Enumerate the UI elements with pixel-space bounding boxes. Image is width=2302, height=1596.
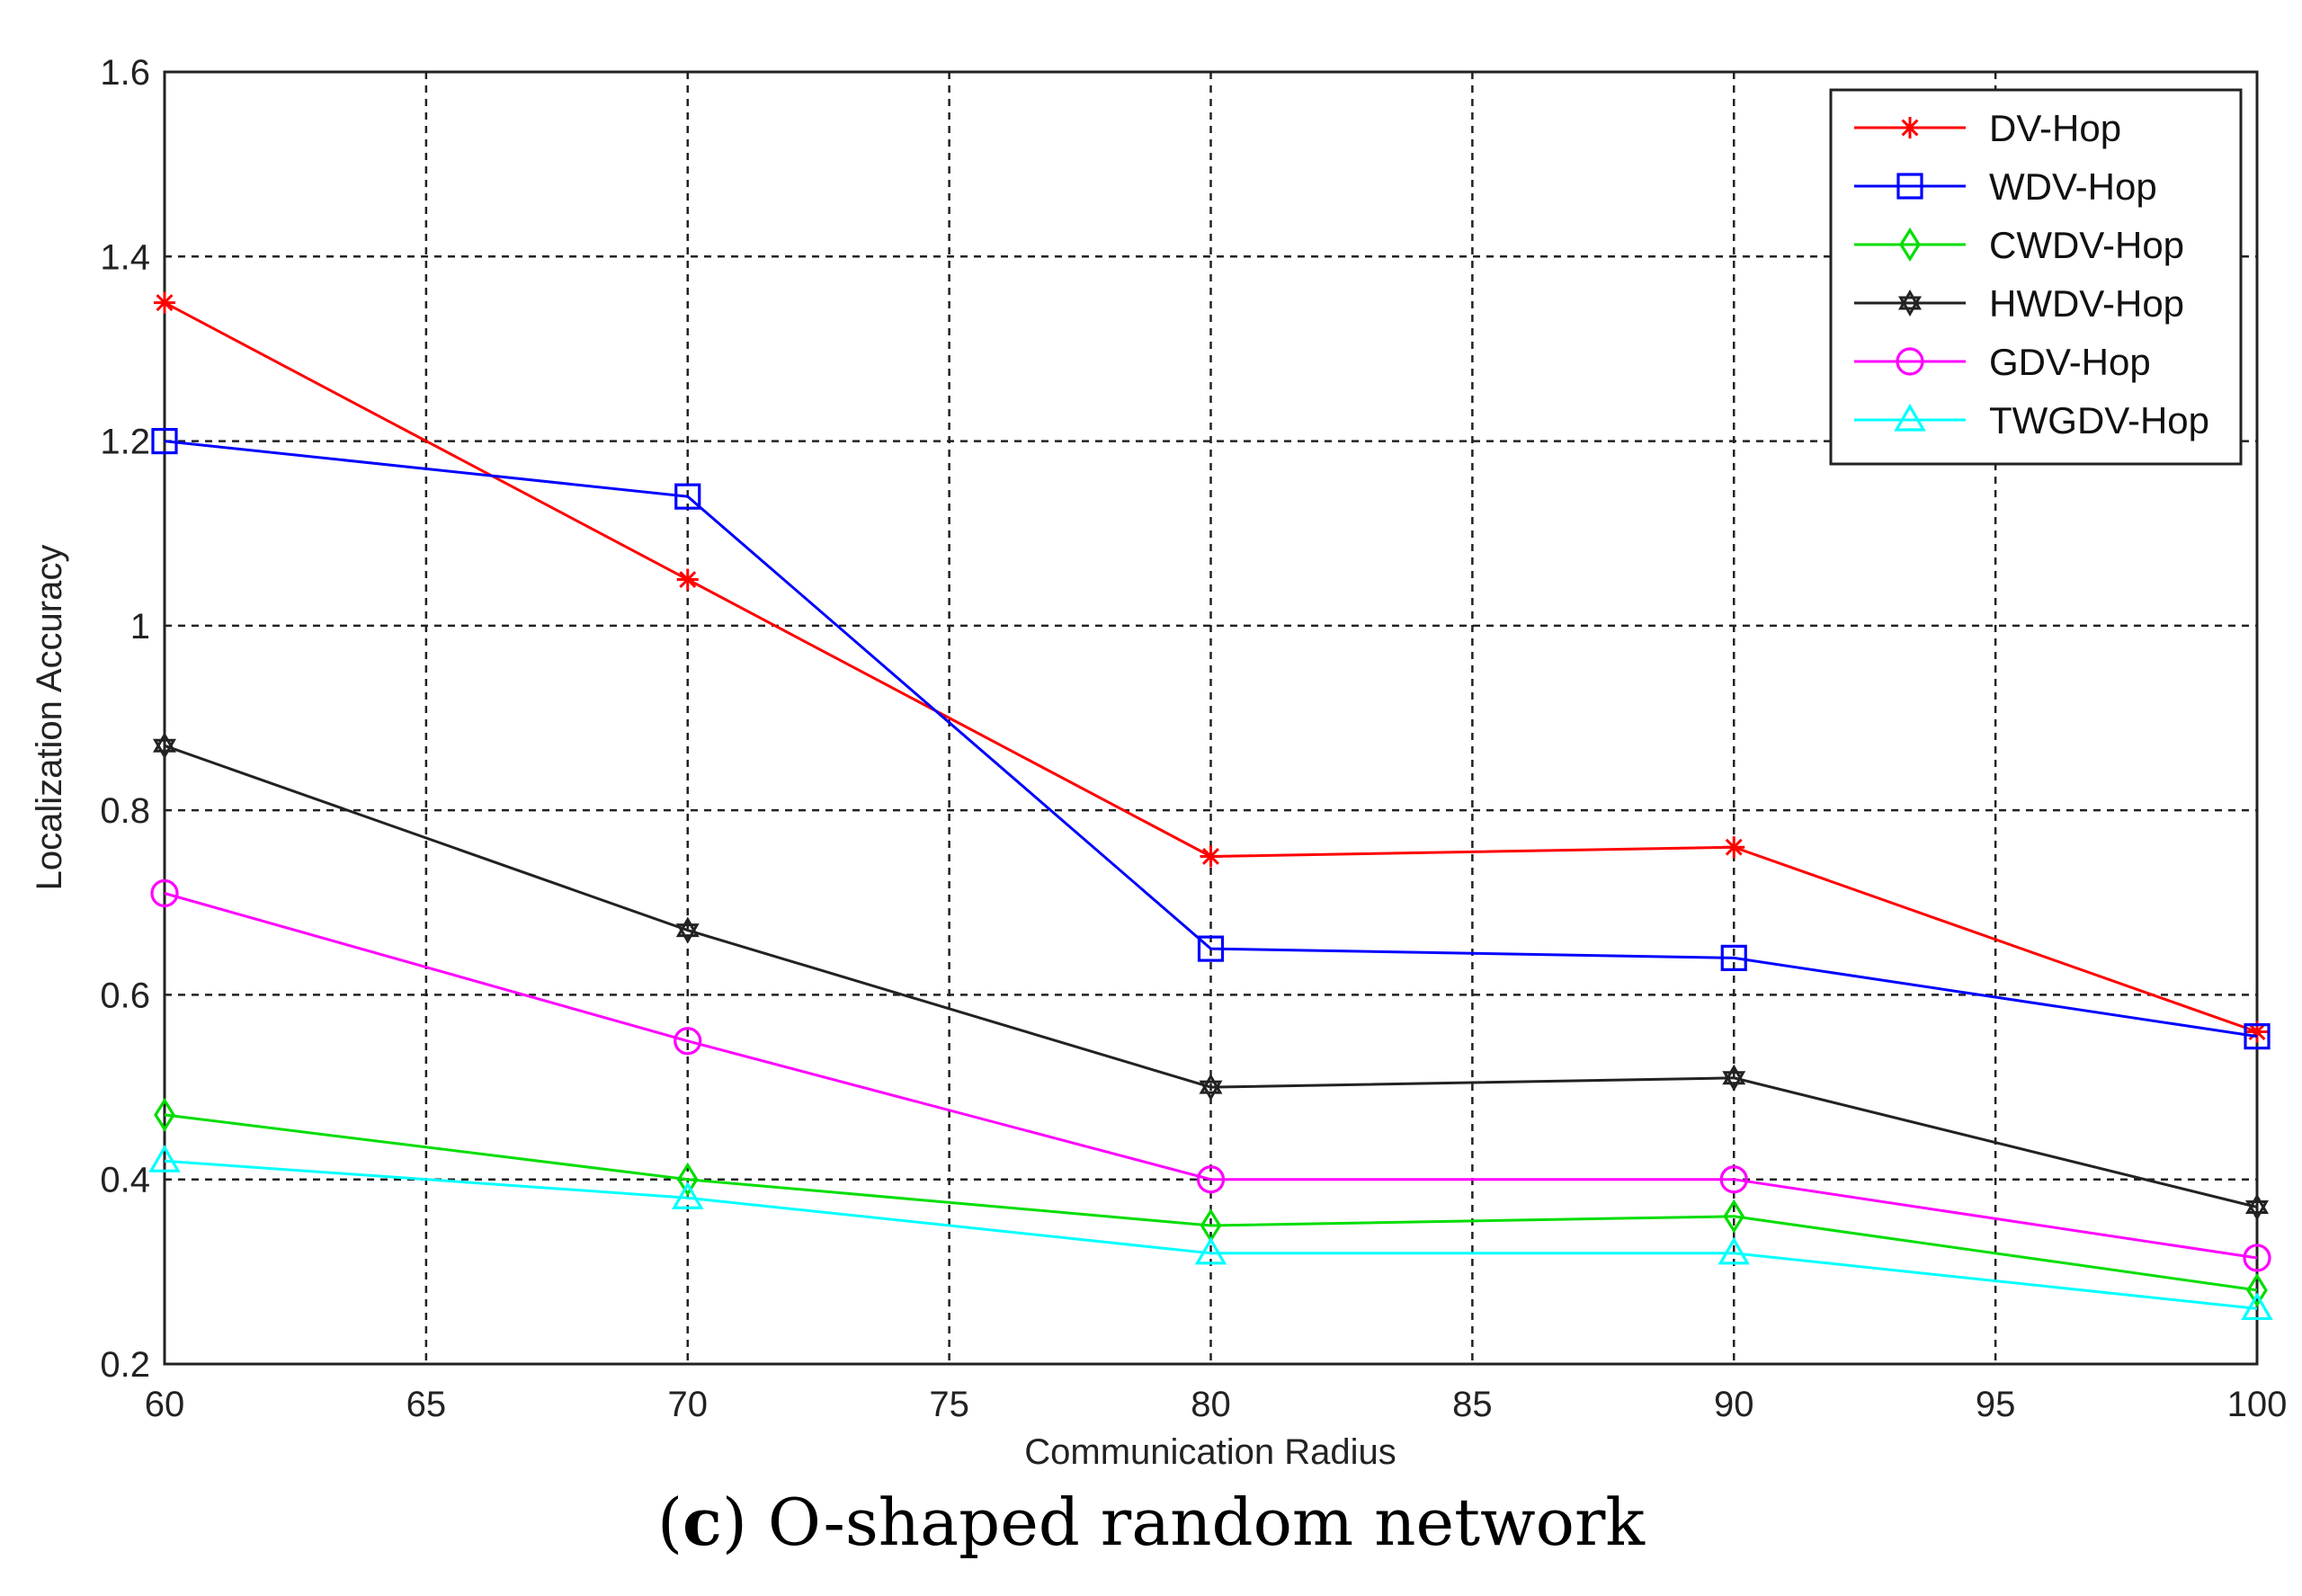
data-point-circle bbox=[1719, 1165, 1748, 1194]
legend: DV-Hop WDV-Hop CWDV-Hop HWDV-Hop GDV-Hop TWGD… bbox=[1829, 88, 2243, 466]
legend-entry: HWDV-Hop bbox=[1854, 282, 2184, 325]
data-point-triangle bbox=[1194, 1236, 1227, 1265]
x-tick-label: 65 bbox=[406, 1385, 447, 1424]
caption-open: ( bbox=[656, 1485, 683, 1560]
legend-entry: CWDV-Hop bbox=[1854, 224, 2184, 266]
series-dv-hop bbox=[154, 291, 2268, 1043]
legend-label: TWGDV-Hop bbox=[1989, 399, 2209, 441]
data-point-circle bbox=[1196, 1165, 1226, 1194]
series-wdv-hop bbox=[151, 427, 2271, 1050]
legend-label: WDV-Hop bbox=[1989, 165, 2157, 208]
y-tick-label: 0.8 bbox=[100, 791, 150, 831]
data-point-triangle bbox=[1718, 1236, 1751, 1265]
y-tick-label: 1 bbox=[130, 607, 150, 646]
data-point-hexagram bbox=[2245, 1193, 2269, 1221]
legend-label: DV-Hop bbox=[1989, 107, 2121, 149]
data-point-diamond bbox=[154, 1097, 175, 1132]
data-point-star bbox=[1200, 845, 1222, 868]
data-point-hexagram bbox=[1898, 290, 1922, 317]
y-tick-label: 1.6 bbox=[100, 53, 150, 93]
x-tick-label: 100 bbox=[2227, 1385, 2288, 1424]
legend-entry: WDV-Hop bbox=[1854, 165, 2157, 208]
series-line-cwdv-hop bbox=[164, 1113, 2258, 1292]
data-point-hexagram bbox=[1199, 1074, 1223, 1101]
legend-box bbox=[1829, 88, 2243, 466]
data-point-square bbox=[2244, 1023, 2271, 1050]
data-point-circle bbox=[2243, 1244, 2271, 1272]
data-point-square bbox=[1896, 173, 1923, 200]
data-point-square bbox=[1720, 944, 1747, 971]
x-tick-label: 80 bbox=[1191, 1385, 1231, 1424]
line-chart: 60 65 70 75 80 85 90 95 100 0.2 0.4 0.6 0.8 1 1.2 1.4 1.… bbox=[30, 53, 2287, 1472]
data-point-star bbox=[1899, 117, 1921, 138]
series-line-gdv-hop bbox=[164, 892, 2258, 1260]
x-tick-label: 70 bbox=[668, 1385, 709, 1424]
series-hwdv-hop bbox=[153, 732, 2269, 1221]
legend-label: HWDV-Hop bbox=[1989, 282, 2184, 325]
y-tick-label: 1.2 bbox=[100, 423, 150, 462]
x-tick-label: 90 bbox=[1714, 1385, 1754, 1424]
data-point-circle bbox=[674, 1027, 702, 1056]
legend-label: CWDV-Hop bbox=[1989, 224, 2184, 266]
tick-labels: 60 65 70 75 80 85 90 95 100 0.2 0.4 0.6 0.8 1 1.2 1.4 1.… bbox=[100, 53, 2287, 1424]
data-point-square bbox=[151, 427, 178, 455]
legend-label: GDV-Hop bbox=[1989, 341, 2151, 383]
data-point-square bbox=[674, 483, 701, 510]
data-point-triangle bbox=[2241, 1292, 2273, 1321]
y-tick-label: 0.4 bbox=[100, 1161, 150, 1200]
caption-letter: c bbox=[683, 1484, 722, 1560]
y-tick-label: 0.6 bbox=[100, 976, 150, 1015]
x-tick-label: 60 bbox=[145, 1385, 185, 1424]
plot-area-frame bbox=[163, 70, 2259, 1366]
x-tick-label: 95 bbox=[1976, 1385, 2016, 1424]
data-point-triangle bbox=[671, 1181, 704, 1209]
data-point-square bbox=[1197, 935, 1225, 962]
legend-entry: GDV-Hop bbox=[1854, 341, 2151, 383]
data-point-star bbox=[676, 568, 699, 591]
series-gdv-hop bbox=[150, 878, 2271, 1272]
data-point-hexagram bbox=[675, 916, 700, 944]
data-point-star bbox=[154, 291, 175, 314]
y-tick-label: 1.4 bbox=[100, 237, 150, 277]
y-axis-label: Localization Accuracy bbox=[30, 545, 69, 891]
data-point-triangle bbox=[1894, 403, 1926, 432]
data-point-triangle bbox=[148, 1144, 181, 1172]
data-point-hexagram bbox=[153, 732, 176, 760]
data-point-diamond bbox=[2246, 1272, 2268, 1307]
y-tick-label: 0.2 bbox=[100, 1345, 150, 1385]
data-point-hexagram bbox=[1722, 1064, 1746, 1092]
series-line-wdv-hop bbox=[164, 440, 2258, 1039]
data-point-circle bbox=[1896, 347, 1924, 376]
x-axis-label: Communication Radius bbox=[1024, 1432, 1396, 1472]
series-line-twgdv-hop bbox=[164, 1159, 2258, 1310]
caption-text: ) O-shaped random network bbox=[721, 1485, 1646, 1560]
data-point-circle bbox=[150, 878, 179, 908]
figure-caption: (c) O-shaped random network bbox=[0, 1484, 2302, 1560]
series-twgdv-hop bbox=[148, 1144, 2273, 1321]
series-layer bbox=[148, 291, 2273, 1321]
x-tick-label: 85 bbox=[1452, 1385, 1493, 1424]
series-cwdv-hop bbox=[154, 1097, 2268, 1307]
data-point-diamond bbox=[676, 1162, 699, 1197]
legend-entry: DV-Hop bbox=[1854, 107, 2121, 149]
data-point-star bbox=[1723, 836, 1745, 859]
data-point-diamond bbox=[1723, 1199, 1745, 1234]
series-line-hwdv-hop bbox=[164, 744, 2258, 1208]
data-point-diamond bbox=[1899, 227, 1921, 263]
x-tick-label: 75 bbox=[929, 1385, 969, 1424]
legend-entry: TWGDV-Hop bbox=[1854, 399, 2209, 441]
